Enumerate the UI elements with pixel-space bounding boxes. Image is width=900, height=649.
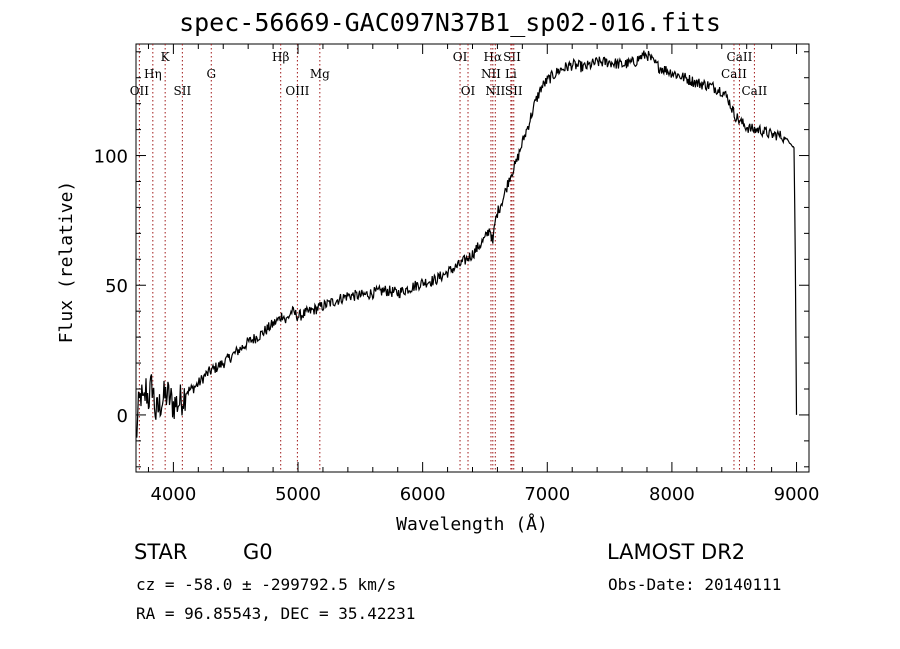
x-tick-label: 4000 [150,484,196,505]
line-marker-label: OI [453,50,468,64]
coordinates-text: RA = 96.85543, DEC = 35.42231 [136,604,416,623]
x-tick-label: 8000 [649,484,695,505]
line-marker-label: NII [485,84,505,98]
plot-frame [135,43,810,473]
line-marker-label: Hα [484,50,503,64]
line-marker-label: SII [503,50,521,64]
chart-title: spec-56669-GAC097N37B1_sp02-016.fits [179,8,721,37]
line-marker-label: Mg [310,67,330,81]
y-tick-label: 0 [117,406,128,427]
flux-series-line [135,50,798,438]
x-tick-label: 6000 [400,484,446,505]
line-marker-label: SII [505,84,523,98]
x-axis-label: Wavelength (Å) [396,513,548,535]
object-class: STAR [134,540,188,564]
object-subclass: G0 [243,540,273,564]
x-tick-label: 9000 [774,484,820,505]
line-marker-label: Li [505,67,517,81]
line-marker-label: OI [461,84,476,98]
line-marker-label: OII [130,84,150,98]
y-tick-label: 50 [105,276,128,297]
line-marker-label: G [206,67,216,81]
line-marker-label: CaII [721,67,747,81]
y-tick-label: 100 [94,147,128,168]
line-marker-label: Hβ [272,50,289,64]
x-tick-label: 5000 [275,484,321,505]
line-marker-label: K [161,50,171,64]
line-marker-label: CaII [727,50,753,64]
line-marker-label: NII [481,67,501,81]
obs-date: Obs-Date: 20140111 [608,575,782,594]
survey-name: LAMOST DR2 [607,540,746,564]
redshift-text: cz = -58.0 ± -299792.5 km/s [136,575,397,594]
line-marker-label: Hη [144,67,162,81]
x-tick-label: 7000 [524,484,570,505]
emission-line-markers: OIIHηKSIIGHβOIIIMgOIOIHαNIINIISIILiSIICa… [130,44,768,472]
y-axis-label: Flux (relative) [56,181,77,344]
axis-ticks: 4000 5000 6000 7000 8000 9000 0 50 100 [94,44,820,505]
line-marker-label: OIII [285,84,309,98]
line-marker-label: SII [174,84,192,98]
line-marker-label: CaII [741,84,767,98]
